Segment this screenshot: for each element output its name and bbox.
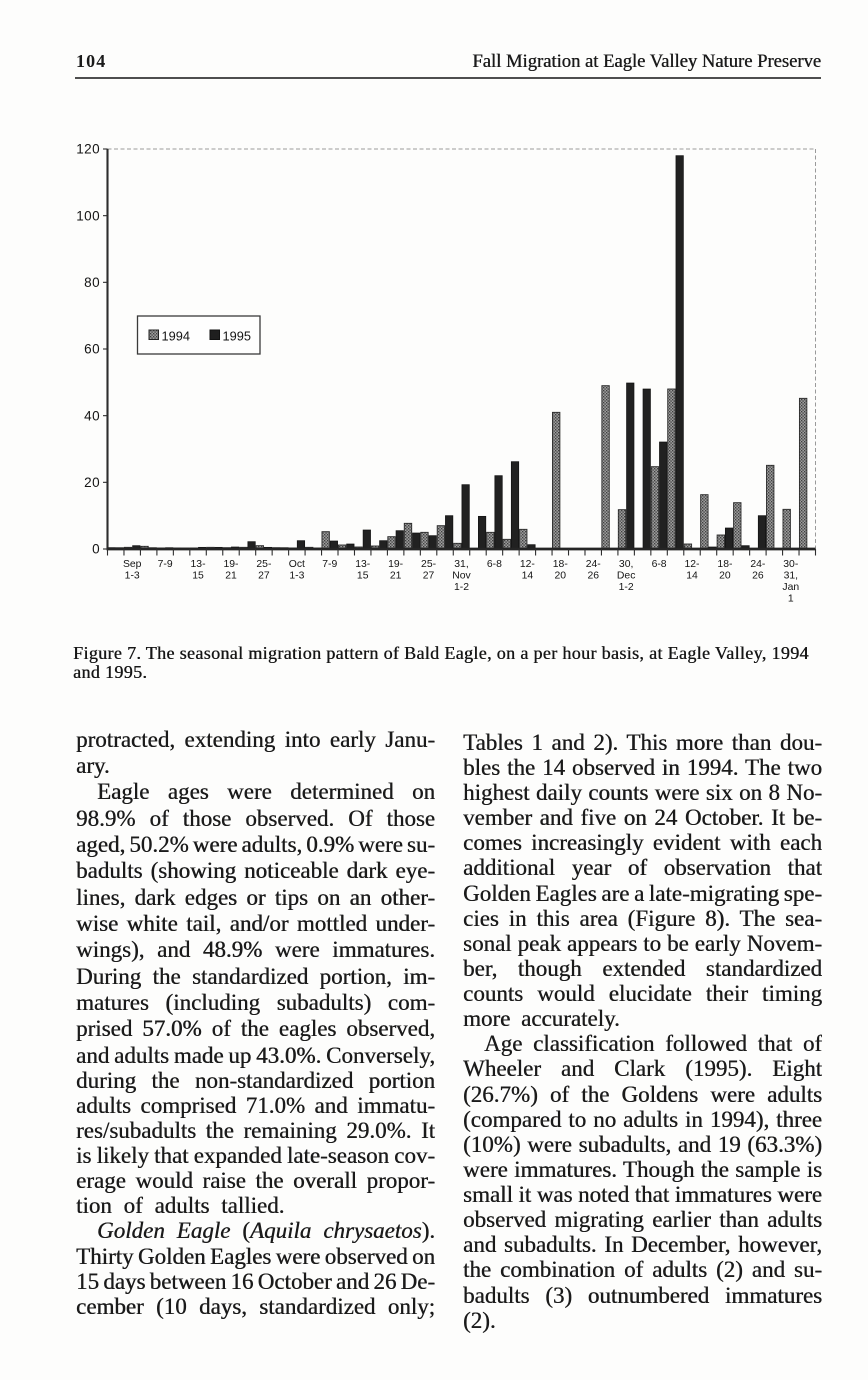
svg-text:27: 27 (258, 571, 270, 582)
svg-text:100: 100 (76, 208, 100, 223)
svg-text:13-: 13- (355, 559, 370, 570)
svg-text:15: 15 (192, 571, 204, 582)
svg-text:Sep: Sep (123, 559, 142, 570)
svg-text:26: 26 (752, 571, 764, 582)
svg-text:Oct: Oct (289, 559, 305, 570)
svg-text:1995: 1995 (223, 329, 251, 344)
svg-text:1-3: 1-3 (289, 571, 304, 582)
svg-text:20: 20 (84, 475, 100, 490)
svg-text:1994: 1994 (162, 329, 190, 344)
svg-text:31,: 31, (784, 571, 798, 582)
svg-text:1-3: 1-3 (125, 571, 140, 582)
svg-text:20: 20 (719, 571, 731, 582)
svg-text:24-: 24- (586, 559, 601, 570)
svg-text:60: 60 (84, 342, 100, 357)
svg-text:21: 21 (390, 571, 402, 582)
svg-text:7-9: 7-9 (158, 559, 173, 570)
svg-text:18-: 18- (717, 559, 732, 570)
svg-text:7-9: 7-9 (322, 559, 337, 570)
svg-text:20: 20 (555, 571, 567, 582)
svg-text:0: 0 (92, 542, 100, 557)
svg-text:30,: 30, (619, 559, 633, 570)
svg-text:40: 40 (84, 408, 100, 423)
svg-text:25-: 25- (256, 559, 271, 570)
svg-text:14: 14 (522, 571, 534, 582)
svg-text:120: 120 (76, 142, 100, 157)
svg-text:13-: 13- (191, 559, 206, 570)
svg-text:80: 80 (84, 275, 100, 290)
svg-text:31,: 31, (454, 559, 468, 570)
svg-text:Dec: Dec (617, 571, 635, 582)
svg-text:24-: 24- (750, 559, 765, 570)
svg-text:15: 15 (357, 571, 369, 582)
svg-text:18-: 18- (553, 559, 568, 570)
svg-text:12-: 12- (520, 559, 535, 570)
svg-text:19-: 19- (388, 559, 403, 570)
svg-text:6-8: 6-8 (652, 559, 667, 570)
svg-text:21: 21 (225, 571, 237, 582)
svg-text:1-2: 1-2 (619, 582, 634, 593)
svg-text:19-: 19- (223, 559, 238, 570)
svg-text:30-: 30- (783, 559, 798, 570)
svg-text:1-2: 1-2 (454, 582, 469, 593)
svg-text:12-: 12- (684, 559, 699, 570)
svg-text:27: 27 (423, 571, 435, 582)
svg-text:1: 1 (788, 594, 794, 605)
svg-text:6-8: 6-8 (487, 559, 502, 570)
svg-text:Nov: Nov (452, 571, 471, 582)
svg-text:Jan: Jan (782, 582, 799, 593)
svg-text:25-: 25- (421, 559, 436, 570)
svg-text:26: 26 (587, 571, 599, 582)
svg-text:14: 14 (686, 571, 698, 582)
